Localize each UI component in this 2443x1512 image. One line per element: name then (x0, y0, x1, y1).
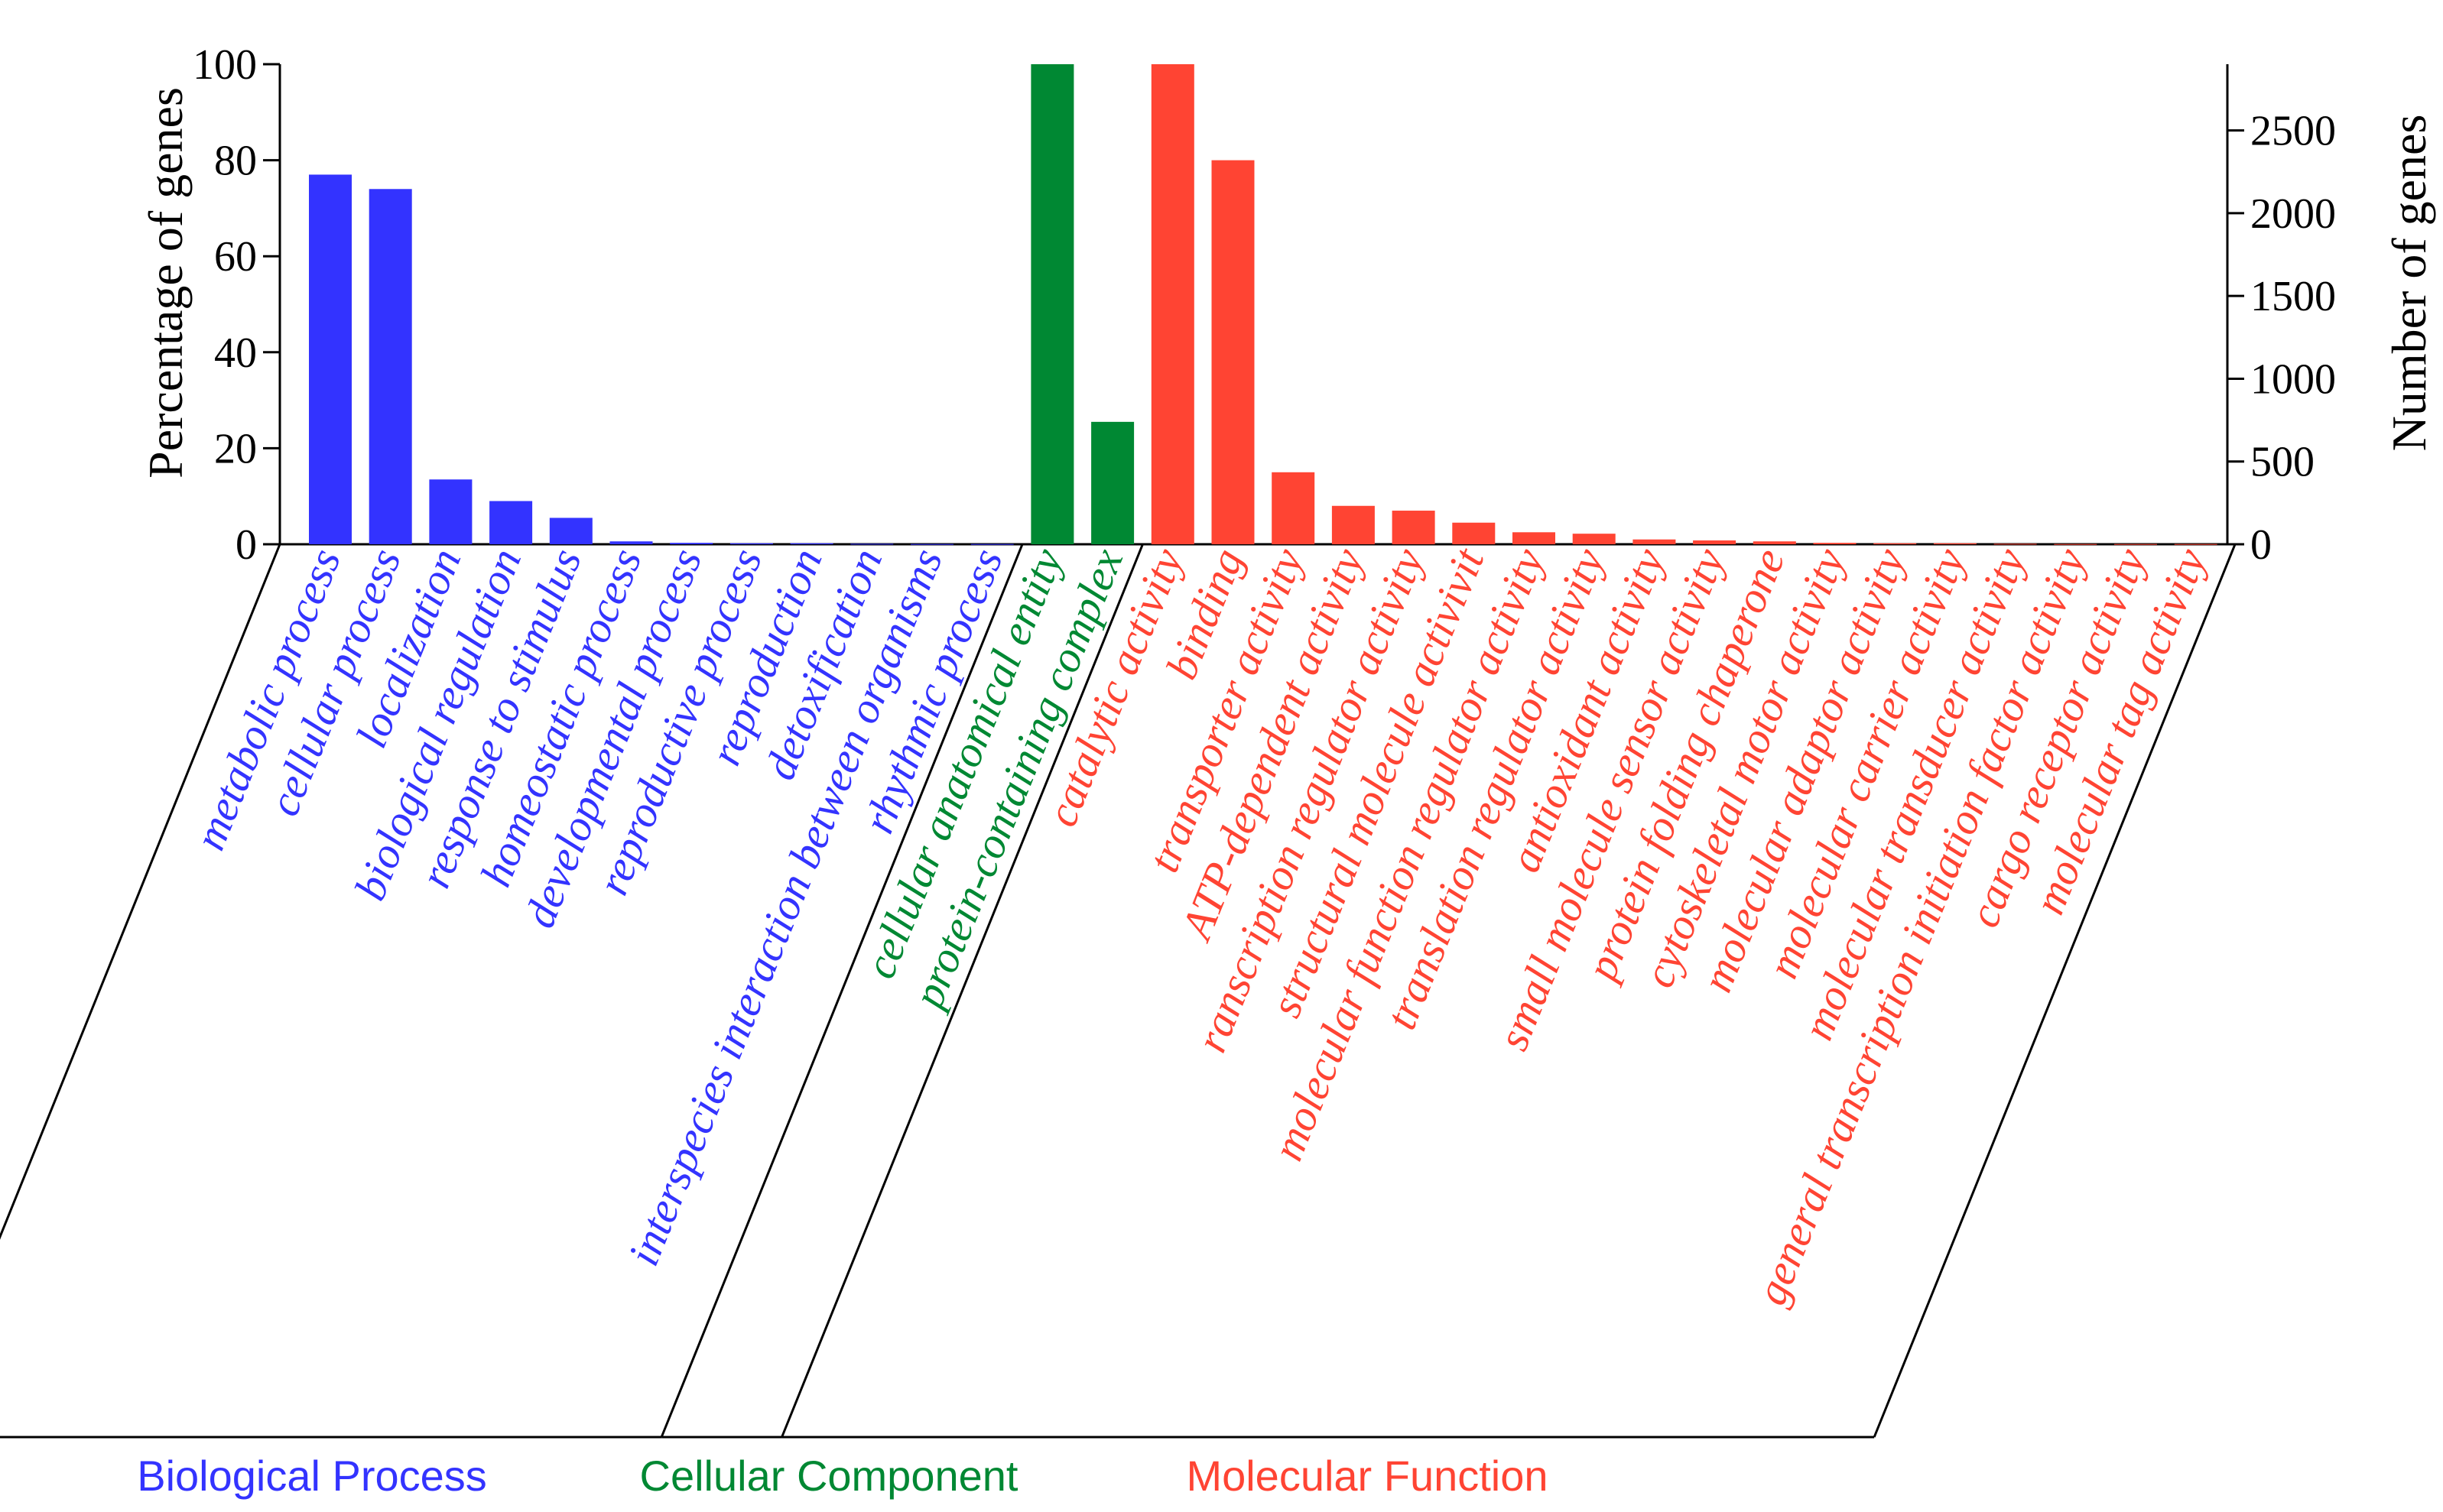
y-tick-label-left: 60 (214, 233, 257, 281)
group-label-biological-process: Biological Process (137, 1452, 487, 1500)
bar-ranscription-regulator-activity (1392, 511, 1435, 544)
group-divider (660, 543, 1024, 1438)
bar-reproductive-process (729, 543, 773, 544)
bar-developmental-process (670, 543, 713, 544)
bar-molecular-transducer-activity (1993, 543, 2037, 545)
bar-cellular-anatomical-entity (1031, 64, 1074, 544)
bar-atp-dependent-activity (1331, 505, 1375, 544)
bar-catalytic-activity (1151, 64, 1194, 544)
bar-metabolic-process (309, 174, 352, 544)
bar-reproduction (790, 543, 833, 544)
group-divider (781, 543, 1144, 1438)
bar-structural-molecule-activivit (1452, 522, 1496, 544)
bar-antioxidant-activity (1632, 539, 1676, 544)
y-tick-label-left: 80 (214, 138, 257, 185)
bar-localization (429, 479, 473, 544)
group-label-cellular-component: Cellular Component (640, 1452, 1018, 1500)
bar-homeostatic-process (609, 541, 653, 544)
bars (309, 64, 2217, 545)
bar-molecular-tag-activity (2174, 543, 2217, 545)
y-tick-label-left: 40 (214, 329, 257, 377)
bar-small-molecule-sensor-activity (1693, 540, 1736, 544)
bar-molecular-function-regulator-activity (1512, 532, 1555, 544)
bar-general-transcription-initiation-factor-activity (2054, 543, 2097, 545)
group-labels: Biological Process Cellular Component Mole… (137, 1452, 1548, 1500)
y-tick-label-right: 500 (2250, 439, 2315, 486)
y-tick-label-left: 20 (214, 425, 257, 472)
group-label-molecular-function: Molecular Function (1186, 1452, 1548, 1500)
bar-protein-containing-complex (1091, 421, 1135, 544)
y-tick-label-left: 100 (193, 41, 257, 89)
bar-biological-regulation (489, 501, 533, 544)
y-tick-label-right: 2500 (2250, 108, 2336, 155)
y-tick-label-right: 1500 (2250, 273, 2336, 320)
group-divider (0, 543, 281, 1240)
y-axis-left-label: Percentage of genes (138, 87, 193, 479)
bar-response-to-stimulus (549, 518, 593, 544)
y-tick-label-left: 0 (236, 521, 257, 569)
bar-protein-folding-chaperone (1753, 541, 1796, 544)
bar-cytoskeletal-motor-activity (1813, 543, 1857, 544)
bar-translation-regulator-activity (1572, 534, 1616, 544)
bar-molecular-adaptor-activity (1873, 543, 1917, 544)
bar-transporter-activity (1272, 472, 1315, 544)
bar-detoxification (850, 543, 894, 545)
group-divider (1873, 543, 2237, 1438)
bar-molecular-carrier-activity (1933, 543, 1977, 544)
y-tick-label-right: 0 (2250, 521, 2272, 569)
y-tick-label-right: 1000 (2250, 355, 2336, 403)
bar-rhythmic-process (970, 543, 1014, 545)
bar-cargo-receptor-activity (2114, 543, 2157, 545)
bar-binding (1211, 160, 1255, 544)
bar-cellular-process (369, 189, 412, 544)
bar-interspecies-interaction-between-organisms (911, 543, 953, 545)
y-tick-label-right: 2000 (2250, 190, 2336, 238)
y-axis-right-label: Number of genes (2382, 115, 2436, 452)
